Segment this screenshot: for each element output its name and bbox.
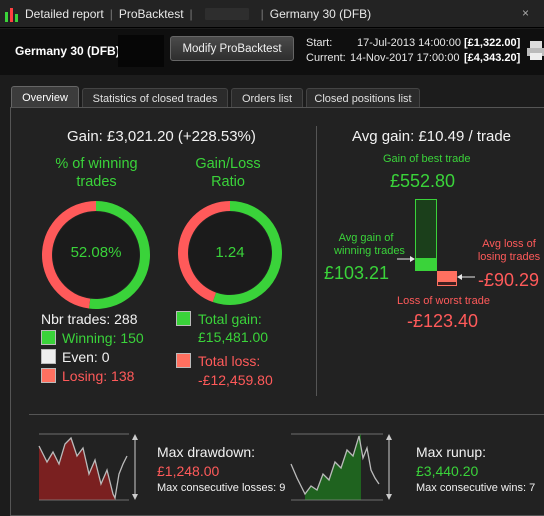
winning-pct-title: % of winning trades: [44, 155, 149, 191]
avg-gain-value: £103.21: [324, 263, 390, 283]
tab-statistics-closed-trades[interactable]: Statistics of closed trades: [82, 88, 228, 108]
winning-pct-value: 52.08%: [70, 244, 122, 261]
chart-app-icon: [5, 6, 19, 22]
instrument-name: Germany 30 (DFB): [15, 44, 120, 58]
ratio-title-line-1: Gain/Loss: [195, 156, 261, 172]
avg-gain-label-line-1: Avg gain of: [338, 232, 394, 244]
total-loss-value: -£12,459.80: [198, 372, 273, 388]
title-separator: |: [109, 6, 113, 21]
losing-count: Losing: 138: [62, 368, 135, 384]
winning-swatch: [41, 330, 56, 345]
total-gain-label: Total gain:: [198, 311, 262, 327]
worst-trade-value: -£123.40: [407, 311, 479, 331]
redacted-name: [204, 7, 249, 20]
avg-loss-label-line-1: Avg loss of: [482, 238, 536, 250]
best-trade-value: £552.80: [390, 171, 456, 191]
current-label: Current:: [306, 52, 346, 64]
ratio-donut-gain-arc: [212, 201, 282, 305]
redacted-box: [118, 35, 164, 67]
winning-pct-title-line-2: trades: [76, 174, 117, 190]
runup-value: £3,440.20: [416, 463, 479, 479]
title-separator: |: [189, 6, 193, 21]
losing-swatch: [41, 368, 56, 383]
start-label: Start:: [306, 37, 333, 49]
winning-donut-loss-arc: [42, 201, 96, 309]
total-gain-value: £15,481.00: [198, 329, 269, 345]
winning-pct-donut: [42, 201, 151, 309]
ratio-title-line-2: Ratio: [211, 174, 245, 190]
start-date: 17-Jul-2013 14:00:00: [357, 37, 461, 49]
print-icon[interactable]: [526, 39, 544, 61]
avg-gain-label: Avg gain of winning trades: [334, 232, 405, 258]
report-header: Germany 30 (DFB) Modify ProBacktest Star…: [0, 29, 544, 75]
total-loss-swatch: [176, 353, 191, 368]
winning-donut-gain-arc: [88, 201, 151, 309]
worst-trade-label: Loss of worst trade: [397, 295, 490, 307]
runup-title: Max runup:: [416, 444, 487, 460]
avg-loss-bar: [437, 271, 457, 282]
drawdown-consecutive: Max consecutive losses: 9: [157, 482, 286, 494]
report-tabs: Overview Statistics of closed trades Ord…: [0, 86, 544, 108]
tab-overview[interactable]: Overview: [11, 86, 79, 108]
modify-probacktest-button[interactable]: Modify ProBacktest: [170, 36, 294, 61]
avg-gain-bar: [415, 258, 437, 271]
avg-loss-value: -£90.29: [478, 270, 540, 290]
start-value: [£1,322.00]: [464, 37, 521, 49]
ratio-donut-loss-arc: [177, 201, 230, 303]
drawdown-range-arrow: [132, 434, 138, 500]
avg-loss-label-line-2: losing trades: [477, 251, 541, 263]
ratio-donut-hole: [189, 212, 271, 294]
title-bar: Detailed report | ProBacktest | | German…: [0, 0, 544, 28]
total-loss-label: Total loss:: [198, 353, 261, 369]
close-icon[interactable]: ×: [522, 6, 530, 20]
current-value: [£4,343.20]: [464, 52, 521, 64]
runup-sparkline: [290, 433, 383, 501]
ratio-value: 1.24: [215, 244, 245, 261]
gain-headline: Gain: £3,021.20 (+228.53%): [67, 128, 256, 145]
tab-closed-positions-list[interactable]: Closed positions list: [306, 88, 420, 108]
drawdown-value: £1,248.00: [157, 463, 220, 479]
avg-loss-label: Avg loss of losing trades: [475, 238, 543, 264]
gain-loss-ratio-donut: [177, 201, 282, 305]
window-title-backtest: ProBacktest: [118, 6, 184, 21]
runup-range-arrow: [386, 434, 392, 500]
gain-headline-text: Gain: £3,021.20 (+228.53%): [67, 128, 256, 145]
drawdown-title: Max drawdown:: [157, 444, 256, 460]
even-count: Even: 0: [62, 349, 110, 365]
tab-orders-list[interactable]: Orders list: [231, 88, 303, 108]
section-divider: [316, 126, 317, 396]
avg-gain-headline: Avg gain: £10.49 / trade: [352, 128, 512, 145]
ratio-title: Gain/Loss Ratio: [174, 155, 282, 191]
current-date: 14-Nov-2017 17:00:00: [350, 52, 460, 64]
best-trade-label: Gain of best trade: [383, 153, 471, 165]
overview-panel: Gain: £3,021.20 (+228.53%) % of winning …: [10, 107, 544, 516]
total-gain-swatch: [176, 311, 191, 326]
bottom-divider: [29, 414, 544, 415]
runup-consecutive: Max consecutive wins: 7: [416, 482, 536, 494]
title-separator: |: [260, 6, 264, 21]
winning-count: Winning: 150: [62, 330, 144, 346]
avg-gain-label-line-2: winning trades: [334, 245, 405, 257]
winning-donut-hole: [53, 212, 139, 298]
bar-pointer-lines: [397, 256, 475, 280]
nbr-trades: Nbr trades: 288: [41, 311, 138, 327]
even-swatch: [41, 349, 56, 364]
drawdown-sparkline: [38, 433, 129, 501]
winning-pct-title-line-1: % of winning: [55, 156, 138, 172]
window-title-report: Detailed report: [25, 6, 104, 21]
window-title-instrument: Germany 30 (DFB): [269, 6, 372, 21]
